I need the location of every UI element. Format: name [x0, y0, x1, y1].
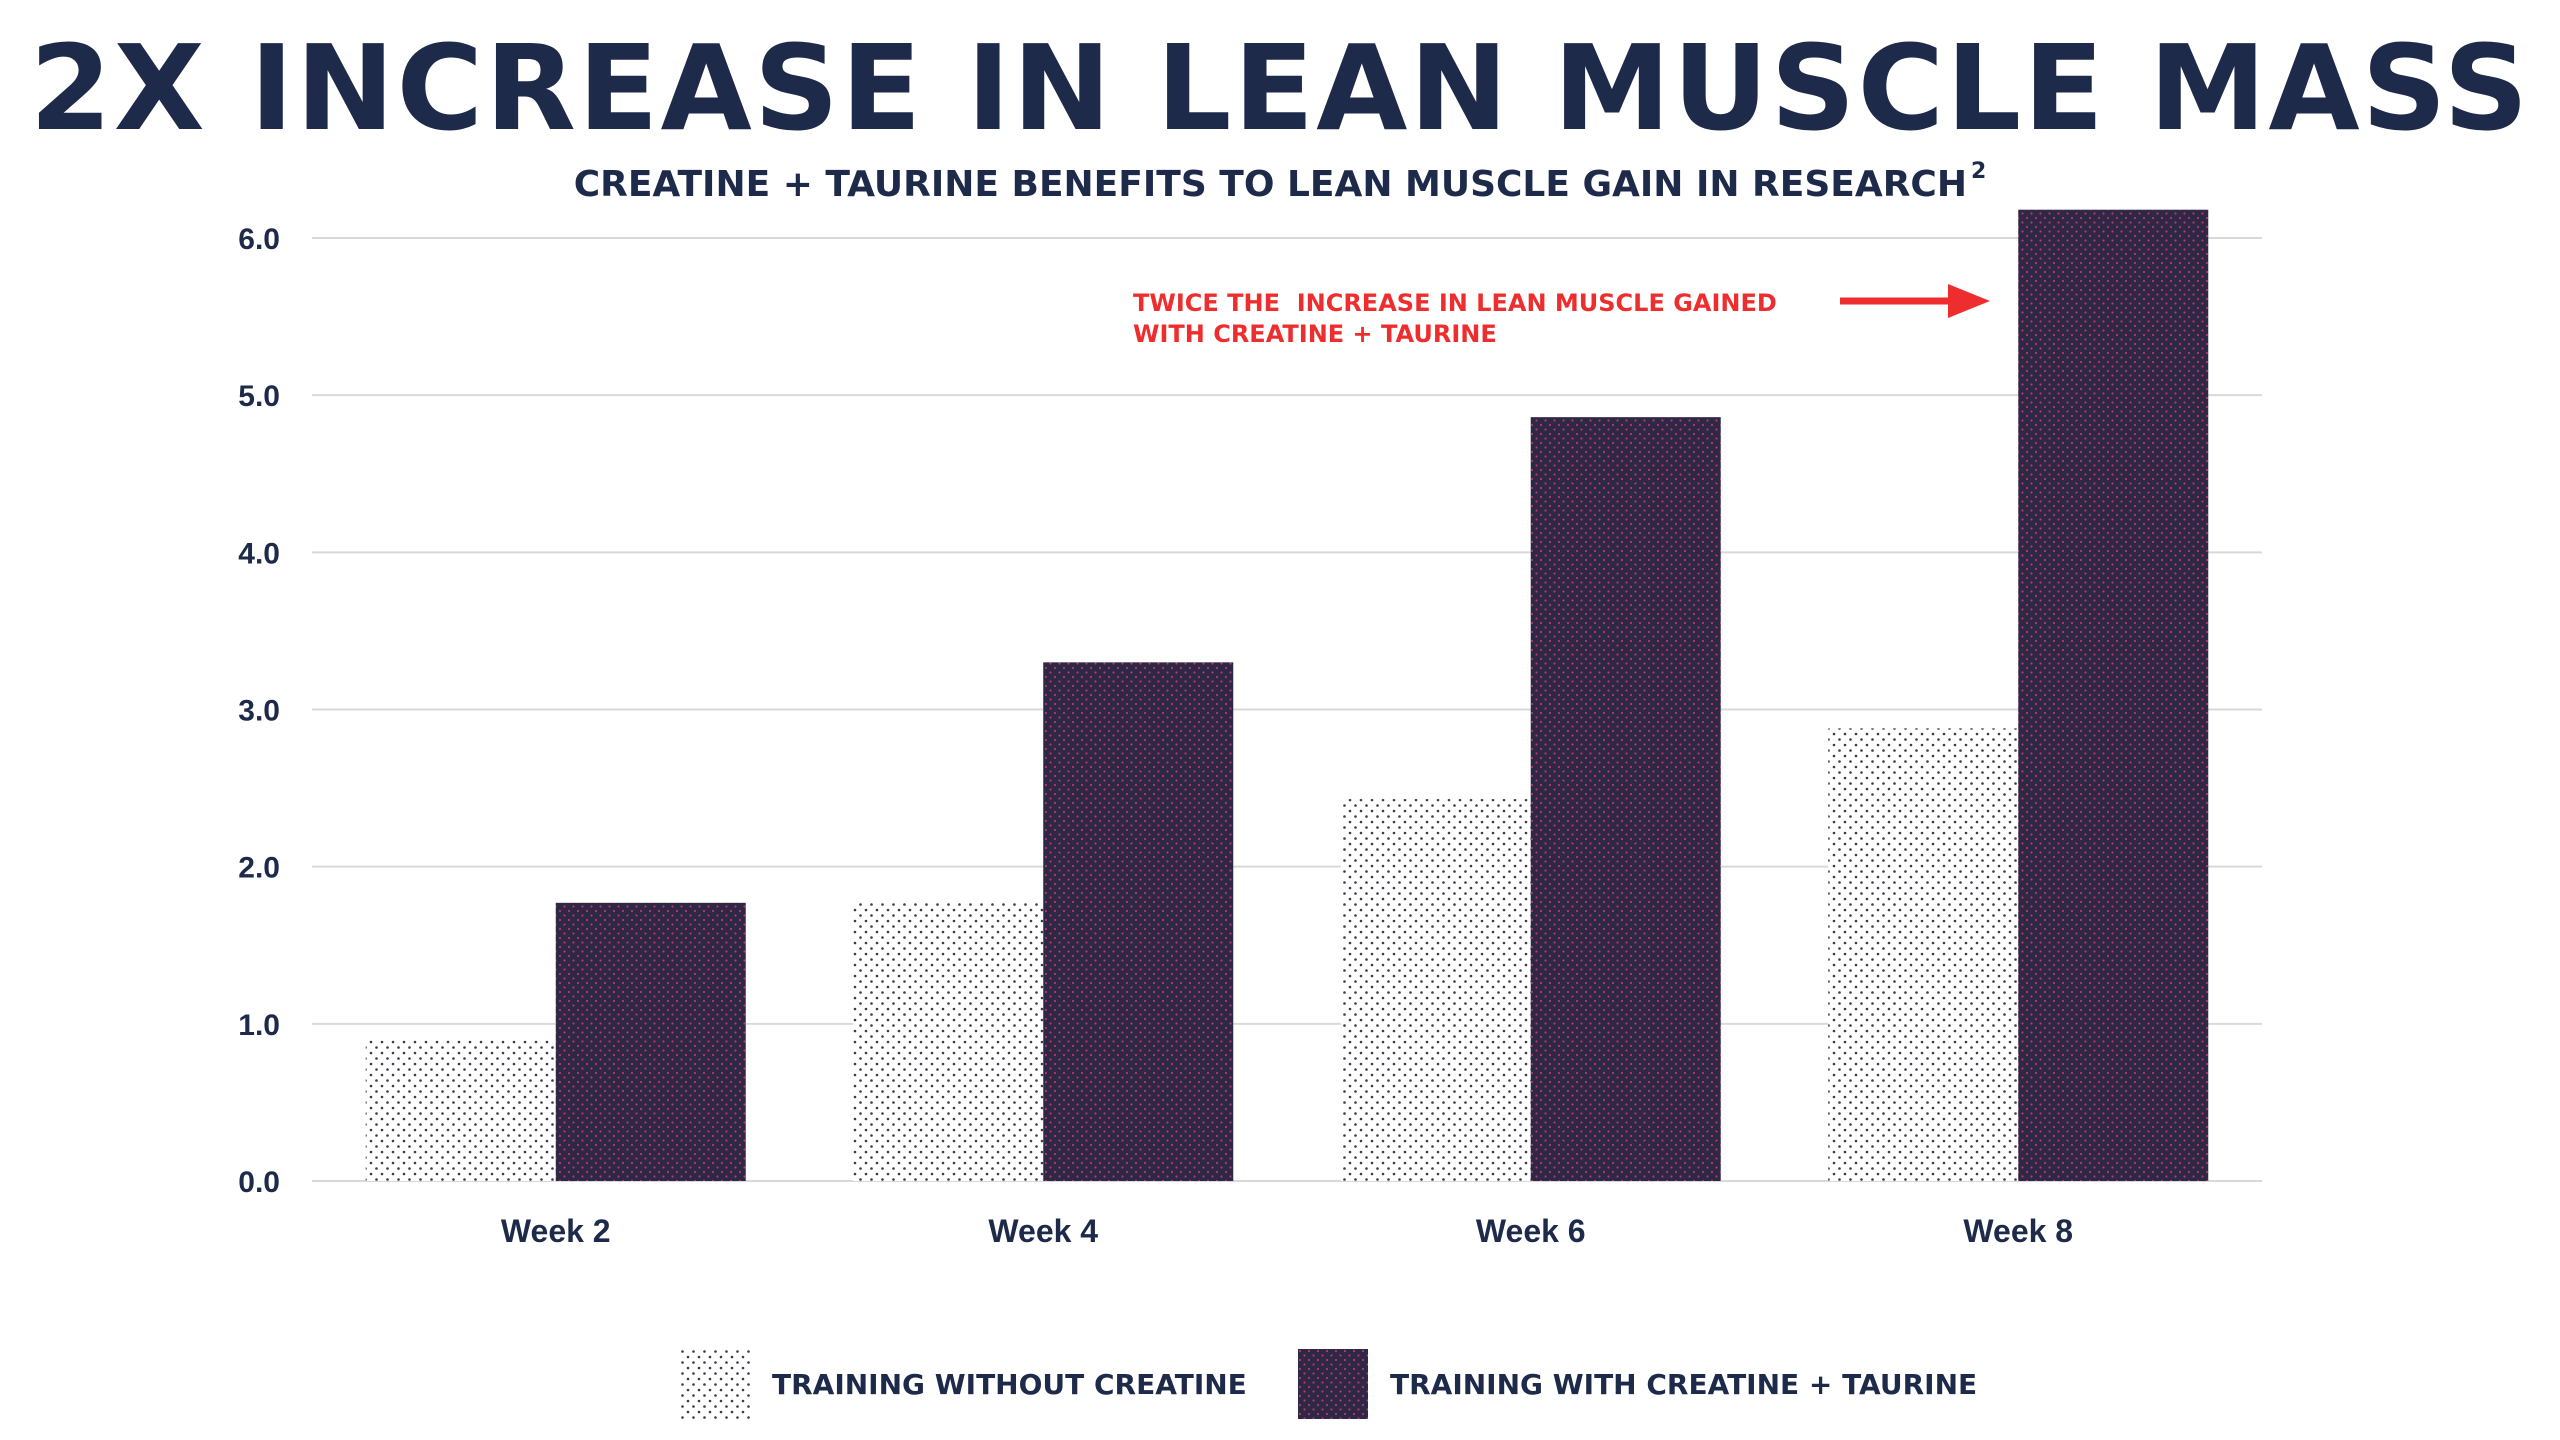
- bar-without-creatine-week-8: [1828, 728, 2019, 1181]
- bar-without-creatine-week-2: [365, 1039, 556, 1181]
- annotation-text-line: WITH CREATINE + TAURINE: [1133, 320, 1497, 348]
- bar-with-creatine-taurine-week-2: [555, 902, 746, 1181]
- y-axis-ticks: 0.0 1.0 2.0 3.0 4.0 5.0 6.0: [238, 223, 280, 1199]
- bar-without-creatine-week-4: [853, 902, 1044, 1181]
- bars: [365, 209, 2209, 1181]
- bar-with-creatine-taurine-week-6: [1530, 417, 1721, 1181]
- legend-label: TRAINING WITHOUT CREATINE: [772, 1367, 1247, 1401]
- x-axis-ticks: Week 2 Week 4 Week 6 Week 8: [501, 1213, 2073, 1249]
- legend-swatch-light: [680, 1349, 750, 1419]
- annotation-arrow-head: [1948, 284, 1990, 318]
- y-tick-label: 6.0: [238, 223, 280, 256]
- y-tick-label: 1.0: [238, 1009, 280, 1042]
- y-tick-label: 2.0: [238, 852, 280, 885]
- annotation-text-line: TWICE THE INCREASE IN LEAN MUSCLE GAINED: [1133, 289, 1777, 317]
- x-tick-label: Week 8: [1963, 1213, 2073, 1249]
- x-tick-label: Week 4: [988, 1213, 1098, 1249]
- legend-swatch-dark: [1298, 1349, 1368, 1419]
- bar-without-creatine-week-6: [1340, 799, 1531, 1181]
- y-tick-label: 3.0: [238, 695, 280, 728]
- bar-with-creatine-taurine-week-4: [1043, 662, 1234, 1181]
- x-tick-label: Week 6: [1476, 1213, 1586, 1249]
- annotation: TWICE THE INCREASE IN LEAN MUSCLE GAINED…: [1133, 284, 1990, 348]
- subheadline-text: CREATINE + TAURINE BENEFITS TO LEAN MUSC…: [573, 164, 1967, 205]
- chart-subheadline: CREATINE + TAURINE BENEFITS TO LEAN MUSC…: [0, 148, 2560, 209]
- y-tick-label: 5.0: [238, 380, 280, 413]
- legend-label: TRAINING WITH CREATINE + TAURINE: [1390, 1367, 1978, 1401]
- y-tick-label: 4.0: [238, 537, 280, 570]
- x-tick-label: Week 2: [501, 1213, 611, 1249]
- legend-item-without-creatine: TRAINING WITHOUT CREATINE: [680, 1348, 1247, 1420]
- chart-headline: 2X INCREASE IN LEAN MUSCLE MASS: [29, 19, 2531, 157]
- citation-superscript: 2: [1970, 159, 1987, 184]
- y-tick-label: 0.0: [238, 1166, 280, 1199]
- legend-item-with-creatine-taurine: TRAINING WITH CREATINE + TAURINE: [1298, 1348, 1977, 1420]
- bar-with-creatine-taurine-week-8: [2018, 209, 2209, 1181]
